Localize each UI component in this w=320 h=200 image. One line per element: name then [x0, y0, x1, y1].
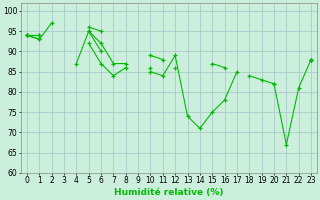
X-axis label: Humidité relative (%): Humidité relative (%) [114, 188, 224, 197]
